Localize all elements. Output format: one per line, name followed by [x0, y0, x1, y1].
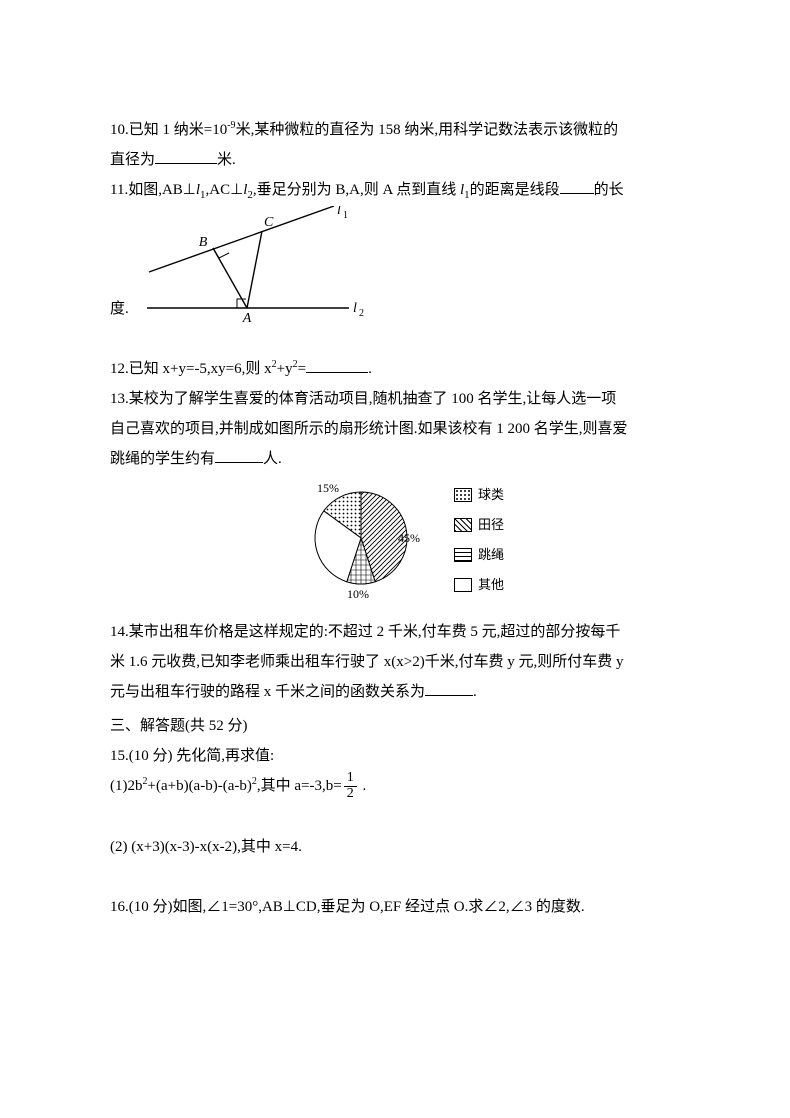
q15-frac-d: 2	[344, 787, 357, 802]
swatch-track-icon	[454, 518, 472, 532]
question-16: 16.(10 分)如图,∠1=30°,AB⊥CD,垂足为 O,EF 经过点 O.…	[110, 892, 680, 922]
q12-a: 12.已知 x+y=-5,xy=6,则 x	[110, 361, 272, 377]
pie-label-15: 15%	[317, 481, 339, 495]
question-12: 12.已知 x+y=-5,xy=6,则 x2+y2=.	[110, 354, 680, 384]
section-3-heading: 三、解答题(共 52 分)	[110, 711, 680, 741]
legend-row-track: 田径	[454, 512, 504, 538]
svg-text:1: 1	[343, 210, 348, 221]
q14-line1: 14.某市出租车价格是这样规定的:不超过 2 千米,付车费 5 元,超过的部分按…	[110, 617, 680, 647]
q15-part1: (1)2b2+(a+b)(a-b)-(a-b)2,其中 a=-3,b=12 .	[110, 771, 680, 802]
svg-text:l: l	[353, 301, 357, 316]
pie-label-10: 10%	[347, 587, 369, 600]
q14-line3a: 元与出租车行驶的路程 x 千米之间的函数关系为	[110, 684, 425, 700]
pie-chart-svg: 15% 45% 10%	[286, 480, 436, 600]
exam-page: 10.已知 1 纳米=10-9米,某种微粒的直径为 158 纳米,用科学记数法表…	[0, 0, 790, 1118]
legend-label-0: 球类	[478, 482, 504, 508]
legend-row-balls: 球类	[454, 482, 504, 508]
q14-line3b: .	[473, 684, 477, 700]
q15-head: 15.(10 分) 先化简,再求值:	[110, 741, 680, 771]
q12-d: .	[368, 361, 372, 377]
svg-text:2: 2	[359, 308, 364, 319]
q11-line2: 度.	[110, 294, 129, 324]
q13-blank	[215, 447, 263, 463]
q10-text-a: 10.已知 1 纳米=10	[110, 122, 227, 138]
q15-p1d: .	[359, 778, 367, 794]
question-10: 10.已知 1 纳米=10-9米,某种微粒的直径为 158 纳米,用科学记数法表…	[110, 115, 680, 175]
question-11: 11.如图,AB⊥l1,AC⊥l2,垂足分别为 B,A,则 A 点到直线 l1的…	[110, 175, 680, 206]
q10-text-d: 米.	[217, 152, 236, 168]
question-15: 15.(10 分) 先化简,再求值: (1)2b 2 +(a+b)(a-b)-(a-…	[110, 741, 680, 862]
q11-a: 11.如图,AB⊥	[110, 182, 196, 198]
q10-exponent: -9	[227, 120, 235, 131]
q11-figure-row: 度. A B C l 1 l 2	[110, 206, 680, 324]
swatch-other-icon	[454, 578, 472, 592]
q13-pie-chart: 15% 45% 10% 球类 田径 跳绳 其他	[110, 480, 680, 611]
q10-text-c: 直径为	[110, 152, 155, 168]
q10-text-b: 米,某种微粒的直径为 158 纳米,用科学记数法表示该微粒的	[236, 122, 619, 138]
q11-blank	[560, 178, 594, 194]
q15-p1c: ,其中 a=-3,b=	[257, 778, 342, 794]
question-13: 13.某校为了解学生喜爱的体育活动项目,随机抽查了 100 名学生,让每人选一项…	[110, 384, 680, 474]
q15-p1b: +(a+b)(a-b)-(a-b)	[148, 778, 252, 794]
q13-line3a: 跳绳的学生约有	[110, 451, 215, 467]
q11-c: ,垂足分别为 B,A,则 A 点到直线	[253, 182, 460, 198]
q14-blank	[425, 680, 473, 696]
svg-text:B: B	[198, 235, 207, 250]
q15-part2: (2) (x+3)(x-3)-x(x-2),其中 x=4.	[110, 832, 680, 862]
q11-e: 的长	[594, 182, 624, 198]
legend-label-1: 田径	[478, 512, 504, 538]
legend-row-rope: 跳绳	[454, 542, 504, 568]
pie-legend: 球类 田径 跳绳 其他	[454, 482, 504, 598]
svg-text:A: A	[241, 311, 251, 324]
swatch-balls-icon	[454, 488, 472, 502]
q11-figure: A B C l 1 l 2	[129, 206, 369, 324]
q12-b: +y	[277, 361, 293, 377]
q14-line2: 米 1.6 元收费,已知李老师乘出租车行驶了 x(x>2)千米,付车费 y 元,…	[110, 647, 680, 677]
question-14: 14.某市出租车价格是这样规定的:不超过 2 千米,付车费 5 元,超过的部分按…	[110, 617, 680, 707]
q14-line3: 元与出租车行驶的路程 x 千米之间的函数关系为.	[110, 677, 680, 707]
q11-d: 的距离是线段	[470, 182, 560, 198]
q12-c: =	[298, 361, 306, 377]
legend-label-2: 跳绳	[478, 542, 504, 568]
q15-fraction: 12	[344, 771, 357, 801]
legend-label-3: 其他	[478, 572, 504, 598]
pie-label-45: 45%	[398, 531, 420, 545]
q12-blank	[306, 357, 368, 373]
q13-line2: 自己喜欢的项目,并制成如图所示的扇形统计图.如果该校有 1 200 名学生,则喜…	[110, 414, 680, 444]
svg-text:C: C	[264, 215, 274, 230]
svg-text:l: l	[337, 206, 341, 218]
q13-line3: 跳绳的学生约有 人.	[110, 444, 680, 474]
q13-line1: 13.某校为了解学生喜爱的体育活动项目,随机抽查了 100 名学生,让每人选一项	[110, 384, 680, 414]
legend-row-other: 其他	[454, 572, 504, 598]
swatch-rope-icon	[454, 548, 472, 562]
q15-p1a: (1)2b	[110, 778, 143, 794]
q10-blank	[155, 148, 217, 164]
q15-frac-n: 1	[344, 771, 357, 787]
q11-b: ,AC⊥	[206, 182, 244, 198]
q13-line3b: 人.	[263, 451, 282, 467]
